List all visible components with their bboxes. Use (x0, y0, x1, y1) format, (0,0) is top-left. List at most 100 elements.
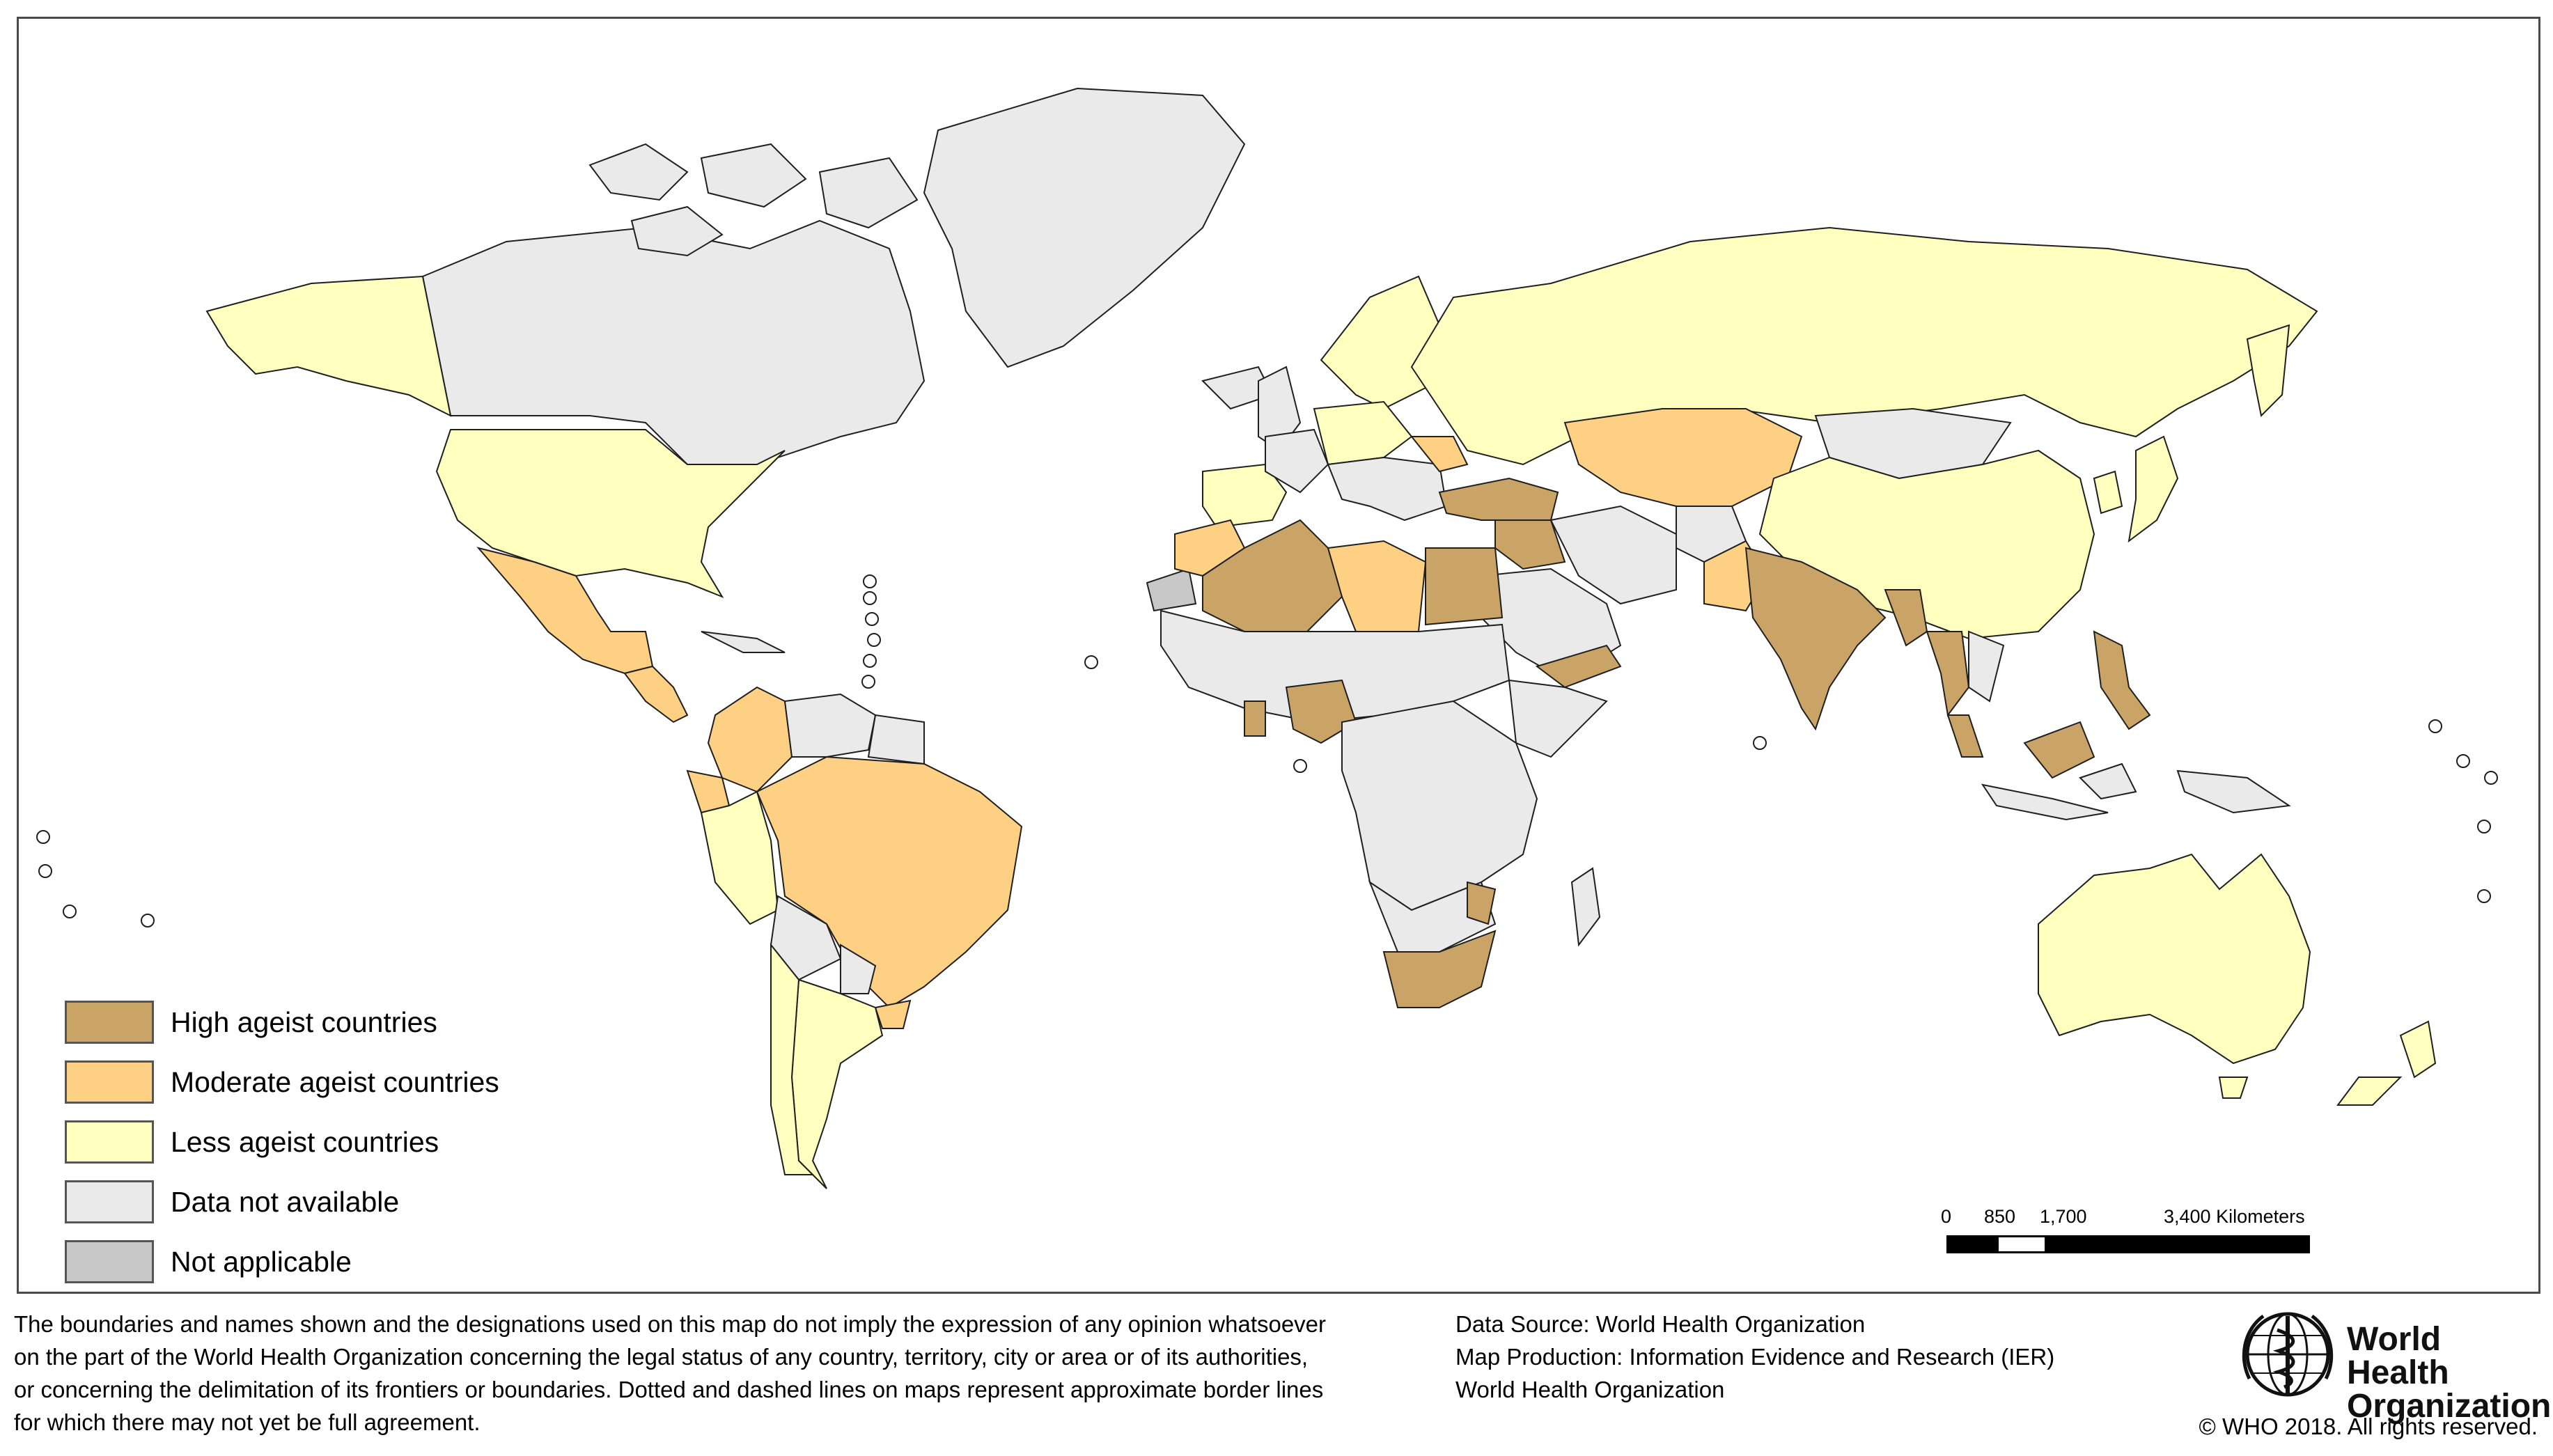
region-yemen[interactable] (1535, 644, 1622, 689)
region-india[interactable] (1744, 547, 1887, 731)
scale-label-850: 850 (1984, 1206, 2016, 1227)
region-egypt[interactable] (1425, 547, 1504, 626)
region-arctic-islands[interactable] (818, 157, 919, 229)
data-source: Data Source: World Health Organization (1455, 1311, 1866, 1337)
region-new-zealand[interactable] (2399, 1020, 2437, 1079)
island-marker[interactable] (867, 633, 881, 647)
island-marker[interactable] (2477, 820, 2491, 833)
disclaimer-line: on the part of the World Health Organiza… (14, 1344, 1309, 1370)
region-kamchatka[interactable] (2246, 324, 2290, 418)
region-thailand[interactable] (1926, 631, 1970, 717)
island-marker[interactable] (2484, 771, 2498, 785)
island-marker[interactable] (865, 612, 879, 626)
region-chile[interactable] (770, 943, 815, 1175)
region-scandinavia[interactable] (1320, 275, 1441, 410)
region-france[interactable] (1265, 428, 1329, 494)
island-marker[interactable] (863, 574, 877, 588)
region-venezuela[interactable] (783, 693, 877, 758)
region-australia[interactable] (2038, 853, 2311, 1065)
island-marker[interactable] (863, 654, 877, 668)
island-marker[interactable] (861, 675, 875, 689)
legend-label: Not applicable (171, 1246, 352, 1278)
region-russia[interactable] (1410, 226, 2318, 466)
region-central-europe[interactable] (1313, 400, 1413, 466)
region-colombia[interactable] (707, 686, 793, 793)
region-mozambique[interactable] (1467, 881, 1497, 925)
island-marker[interactable] (36, 830, 50, 844)
region-mexico[interactable] (476, 547, 654, 675)
region-indonesia[interactable] (2079, 762, 2137, 800)
region-kazakhstan[interactable] (1563, 408, 1803, 507)
legend-label: Data not available (171, 1186, 400, 1218)
legend-item: Less ageist countries (65, 1120, 566, 1165)
region-syria-iraq[interactable] (1494, 519, 1566, 570)
region-libya[interactable] (1327, 540, 1427, 632)
region-tasmania[interactable] (2218, 1077, 2249, 1099)
map-legend: High ageist countries Moderate ageist cou… (48, 973, 577, 1286)
island-marker[interactable] (2477, 889, 2491, 903)
disclaimer: The boundaries and names shown and the d… (14, 1308, 1407, 1439)
region-new-zealand[interactable] (2336, 1077, 2403, 1106)
region-turkey[interactable] (1438, 477, 1559, 521)
region-philippines[interactable] (2093, 630, 2151, 730)
world-map (36, 87, 2498, 1189)
region-arctic-islands[interactable] (630, 205, 724, 257)
region-romania[interactable] (1410, 436, 1469, 473)
region-south-africa[interactable] (1382, 930, 1497, 1008)
region-bolivia[interactable] (770, 895, 842, 981)
region-borneo[interactable] (2023, 721, 2095, 779)
region-vietnam[interactable] (1968, 630, 2005, 703)
island-marker[interactable] (2456, 754, 2470, 768)
region-usa[interactable] (435, 429, 786, 599)
scale-segment (2144, 1235, 2310, 1253)
region-arctic-islands[interactable] (588, 143, 689, 201)
region-paraguay[interactable] (840, 944, 877, 994)
region-balkans[interactable] (1327, 456, 1448, 522)
island-marker[interactable] (2428, 719, 2442, 733)
island-marker[interactable] (38, 864, 52, 878)
island-marker[interactable] (1753, 736, 1767, 750)
island-marker[interactable] (1084, 655, 1098, 669)
scale-bar: 0 850 1,700 3,400 Kilometers (1941, 1206, 2331, 1262)
legend-swatch (65, 1120, 154, 1164)
scale-label-1700: 1,700 (2040, 1206, 2087, 1227)
island-marker[interactable] (63, 905, 77, 918)
region-cuba[interactable] (701, 631, 786, 653)
island-marker[interactable] (141, 914, 155, 927)
region-madagascar[interactable] (1570, 867, 1601, 947)
region-central-america[interactable] (623, 665, 689, 723)
copyright: © WHO 2018. All rights reserved. (2199, 1414, 2538, 1439)
region-sahel[interactable] (1160, 609, 1510, 723)
region-myanmar[interactable] (1884, 589, 1928, 647)
island-marker[interactable] (1293, 759, 1307, 773)
region-western-sahara[interactable] (1146, 567, 1197, 612)
legend-swatch (65, 1240, 154, 1283)
region-malaysia[interactable] (1946, 714, 1984, 758)
region-nigeria[interactable] (1285, 679, 1357, 744)
region-arctic-islands[interactable] (700, 143, 807, 208)
legend-swatch (65, 1001, 154, 1044)
region-korea[interactable] (2093, 470, 2123, 515)
scale-segment (2047, 1235, 2144, 1253)
island-marker[interactable] (863, 591, 877, 605)
region-guianas[interactable] (867, 714, 925, 765)
region-new-guinea[interactable] (2176, 769, 2291, 814)
legend-item: High ageist countries (65, 1001, 566, 1045)
scale-label-3400: 3,400 Kilometers (2164, 1206, 2305, 1227)
region-peru[interactable] (700, 790, 779, 925)
region-argentina[interactable] (790, 978, 884, 1189)
legend-swatch (65, 1060, 154, 1104)
legend-label: Moderate ageist countries (171, 1066, 499, 1098)
region-brazil[interactable] (756, 756, 1023, 1009)
region-uruguay[interactable] (874, 999, 912, 1029)
region-canada[interactable] (421, 219, 926, 465)
region-greenland[interactable] (923, 87, 1246, 368)
region-horn-of-africa[interactable] (1508, 679, 1608, 758)
region-iran[interactable] (1549, 505, 1677, 605)
region-alaska[interactable] (205, 275, 452, 417)
region-ghana[interactable] (1244, 700, 1266, 737)
region-central-africa[interactable] (1341, 700, 1538, 911)
map-frame: High ageist countries Moderate ageist cou… (17, 17, 2540, 1294)
region-indonesia[interactable] (1981, 783, 2109, 821)
region-japan[interactable] (2128, 435, 2179, 543)
